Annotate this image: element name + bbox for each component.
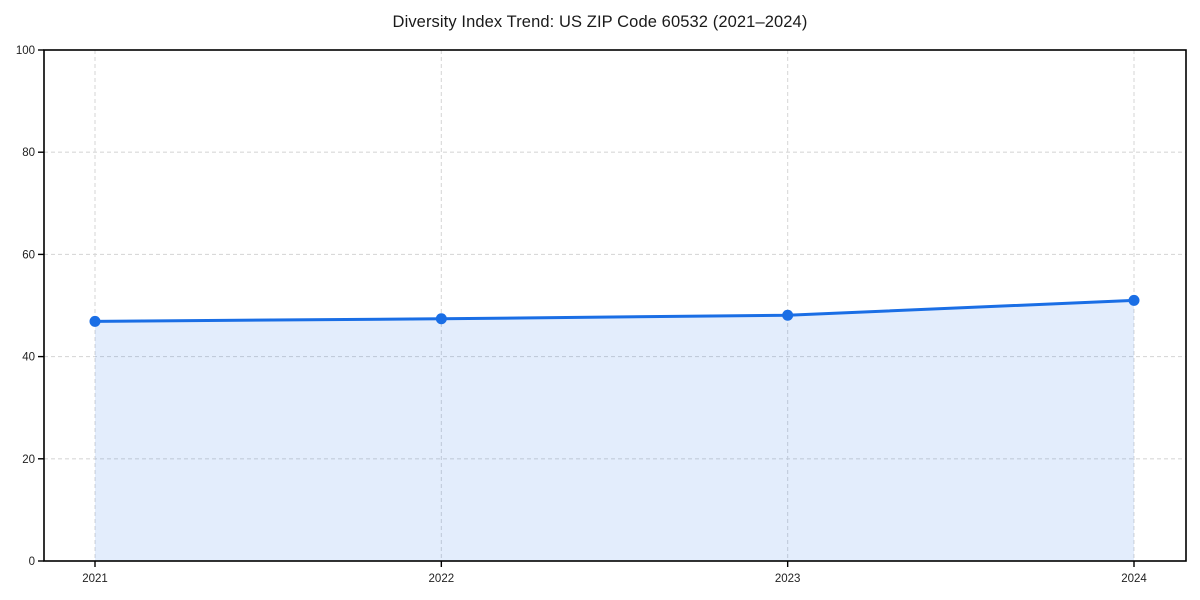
- y-axis-tick-label: 60: [22, 249, 35, 261]
- y-axis-tick-label: 80: [22, 147, 35, 159]
- data-point-marker-2023: [782, 309, 794, 321]
- trend-line: [93, 298, 1136, 323]
- x-axis-tick-label: 2024: [1121, 573, 1147, 585]
- data-point-marker-2021: [89, 315, 101, 327]
- y-axis-tick-label: 20: [22, 454, 35, 466]
- y-axis-tick-label: 100: [16, 45, 35, 57]
- x-axis-tick-label: 2021: [82, 573, 108, 585]
- y-axis-tick-label: 40: [22, 352, 35, 364]
- data-point-marker-2022: [435, 313, 447, 325]
- chart-title: Diversity Index Trend: US ZIP Code 60532…: [392, 13, 808, 31]
- x-axis-tick-label: 2023: [775, 573, 801, 585]
- data-point-marker-2024: [1128, 294, 1140, 306]
- y-axis-tick-label: 0: [29, 556, 35, 568]
- area-fill: [95, 300, 1134, 561]
- x-axis-tick-label: 2022: [429, 573, 455, 585]
- plot-border: [43, 49, 1187, 562]
